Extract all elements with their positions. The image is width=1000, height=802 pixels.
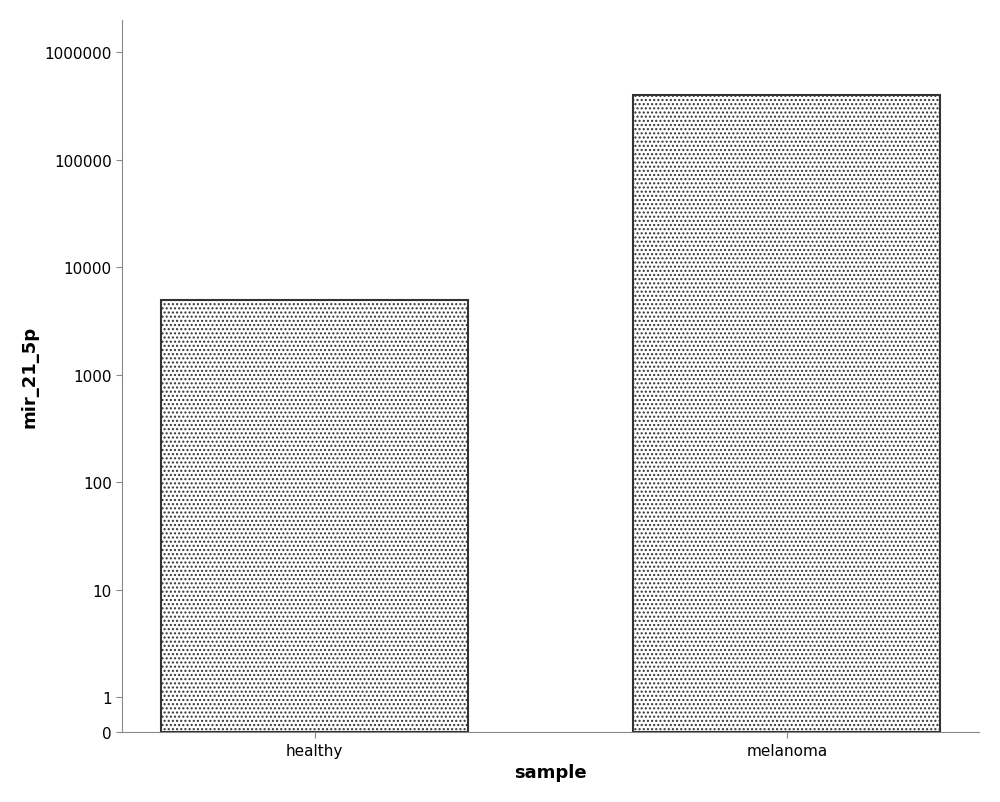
Bar xyxy=(161,300,468,732)
Bar xyxy=(633,96,940,732)
X-axis label: sample: sample xyxy=(514,764,587,781)
Y-axis label: mir_21_5p: mir_21_5p xyxy=(21,326,39,427)
